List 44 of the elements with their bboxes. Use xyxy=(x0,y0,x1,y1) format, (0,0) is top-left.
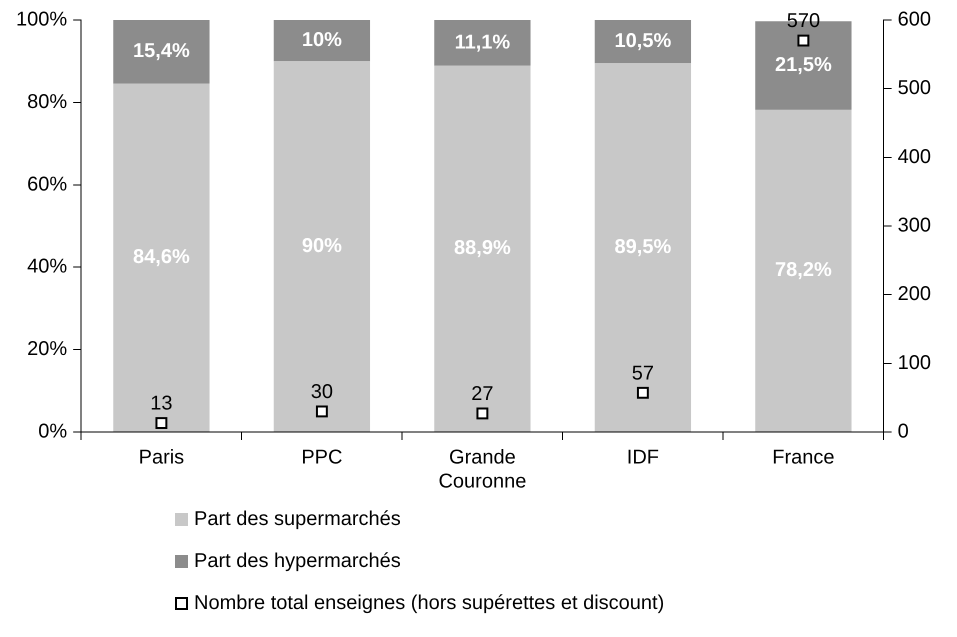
point xyxy=(797,34,810,47)
x-tick-label: Grande Couronne xyxy=(438,446,526,493)
bar xyxy=(594,20,692,64)
x-tick-label: IDF xyxy=(626,446,659,469)
bar xyxy=(274,20,370,62)
point xyxy=(476,408,488,420)
bar xyxy=(594,63,692,432)
point xyxy=(636,386,649,399)
bar xyxy=(113,83,210,432)
bar xyxy=(434,20,531,66)
x-tick-label: France xyxy=(772,446,835,469)
x-tick-label: Paris xyxy=(138,446,184,469)
data-label: 57 xyxy=(632,362,654,384)
y-tick-label: 20% xyxy=(27,338,68,360)
y-tick-label: 60% xyxy=(27,173,68,196)
data-label: 30 xyxy=(310,380,334,403)
y2-tick-label: 500 xyxy=(898,77,932,100)
data-label: 10,5% xyxy=(614,30,672,52)
data-label: 11,1% xyxy=(454,31,510,54)
legend-label: Nombre total enseignes (hors supérettes et discount) xyxy=(194,592,664,614)
bar xyxy=(274,61,370,432)
y2-tick-label: 600 xyxy=(898,8,932,31)
legend-label: Part des hypermarchés xyxy=(194,550,401,572)
y2-tick-label: 200 xyxy=(898,283,932,306)
legend-label: Part des supermarchés xyxy=(194,508,401,530)
bar xyxy=(113,20,210,84)
y-tick-label: 100% xyxy=(16,8,68,31)
y-tick-label: 80% xyxy=(27,90,68,113)
point xyxy=(155,417,168,430)
y2-tick-label: 400 xyxy=(898,146,932,168)
y2-tick-label: 300 xyxy=(898,214,932,237)
point xyxy=(316,405,328,418)
data-label: 27 xyxy=(471,382,494,405)
bar xyxy=(755,110,852,432)
data-label: 13 xyxy=(150,392,173,415)
bar xyxy=(434,66,531,432)
y-tick-label: 40% xyxy=(27,256,68,278)
data-label: 15,4% xyxy=(133,40,190,62)
x-tick-label: PPC xyxy=(301,446,342,469)
data-label: 21,5% xyxy=(775,54,832,76)
y2-tick-label: 100 xyxy=(898,352,932,374)
y-tick-label: 0% xyxy=(38,420,68,443)
y2-tick-label: 0 xyxy=(898,420,909,443)
data-label: 10% xyxy=(302,29,342,52)
